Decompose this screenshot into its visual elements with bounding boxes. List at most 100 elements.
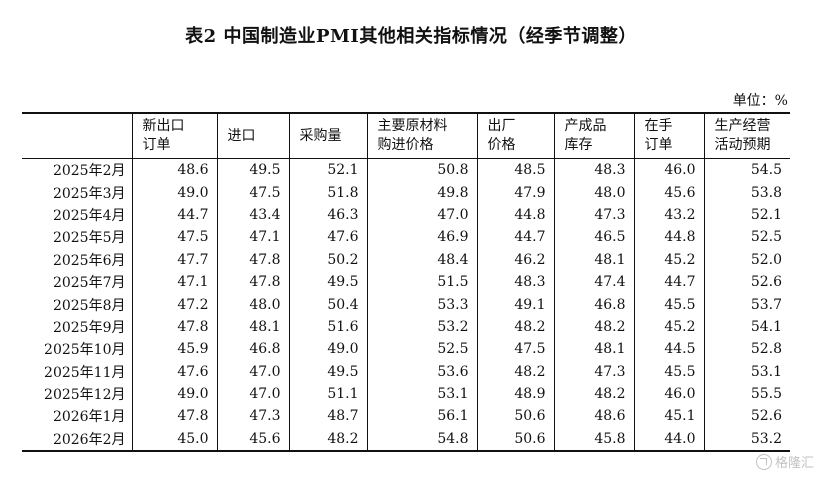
value-cell: 48.2 (553, 382, 634, 406)
table-row: 2026年1月 47.8 47.3 48.7 56.1 50.6 48.6 45.1 52.6 (22, 405, 790, 428)
month-cell: 2025年2月 (52, 163, 126, 180)
month-cell: 2025年3月 (52, 185, 126, 202)
value-cell: 49.5 (216, 158, 289, 182)
header-cell: 新出口 订单 (131, 113, 217, 159)
watermark-logo-icon (755, 453, 772, 470)
value-cell: 53.2 (366, 315, 477, 339)
value-cell: 48.7 (288, 405, 367, 428)
value-cell: 47.8 (216, 248, 289, 271)
header-line-1: 主要原材料 (377, 118, 448, 134)
table-title: 表2 中国制造业PMI其他相关指标情况（经季节调整） (185, 26, 637, 47)
value-cell: 47.2 (131, 293, 217, 316)
month-cell: 2025年7月 (52, 275, 126, 292)
value-cell: 46.3 (288, 203, 367, 227)
value-cell: 48.2 (288, 427, 367, 452)
header-line-2: 订单 (644, 137, 673, 153)
value-cell: 44.8 (633, 226, 704, 249)
value-cell: 45.1 (633, 405, 704, 428)
value-cell: 54.5 (703, 158, 790, 182)
value-cell: 52.6 (703, 405, 790, 428)
value-cell: 49.8 (366, 181, 477, 204)
value-cell: 43.4 (216, 203, 289, 227)
value-cell: 53.1 (703, 360, 790, 383)
value-cell: 47.0 (216, 360, 289, 383)
value-cell: 47.7 (131, 248, 217, 271)
value-cell: 47.9 (476, 181, 554, 204)
table-row: 2026年2月 45.0 45.6 48.2 54.8 50.6 45.8 44.0 53.2 (22, 427, 790, 452)
value-cell: 45.6 (216, 427, 289, 452)
month-cell: 2026年1月 (52, 409, 126, 426)
value-cell: 55.5 (703, 382, 790, 406)
value-cell: 47.1 (216, 226, 289, 249)
value-cell: 48.0 (553, 181, 634, 204)
value-cell: 47.6 (288, 226, 367, 249)
value-cell: 48.3 (553, 158, 634, 182)
value-cell: 46.9 (366, 226, 477, 249)
value-cell: 51.6 (288, 315, 367, 339)
month-cell: 2025年6月 (52, 252, 126, 269)
value-cell: 46.2 (476, 248, 554, 271)
header-line-1: 新出口 (142, 118, 185, 134)
value-cell: 45.2 (633, 248, 704, 271)
value-cell: 44.7 (476, 226, 554, 249)
header-line-2: 价格 (487, 137, 516, 153)
value-cell: 52.1 (288, 158, 367, 182)
month-cell: 2025年12月 (44, 387, 126, 404)
month-cell: 2025年9月 (52, 319, 126, 336)
value-cell: 44.0 (633, 427, 704, 452)
header-line-1: 在手 (644, 118, 673, 134)
value-cell: 50.4 (288, 293, 367, 316)
value-cell: 49.0 (288, 338, 367, 361)
value-cell: 47.6 (131, 360, 217, 383)
value-cell: 47.8 (216, 270, 289, 294)
unit-label: 单位：% (732, 93, 788, 109)
value-cell: 49.5 (288, 270, 367, 294)
value-cell: 49.0 (131, 181, 217, 204)
table-row: 2025年4月 44.7 43.4 46.3 47.0 44.8 47.3 43.2 52.1 (22, 203, 790, 227)
value-cell: 46.8 (216, 338, 289, 361)
value-cell: 48.1 (553, 338, 634, 361)
table-row: 2025年5月 47.5 47.1 47.6 46.9 44.7 46.5 44.8 52.5 (22, 226, 790, 249)
month-cell: 2025年11月 (44, 364, 126, 381)
value-cell: 46.0 (633, 382, 704, 406)
value-cell: 52.1 (703, 203, 790, 227)
value-cell: 45.0 (131, 427, 217, 452)
value-cell: 47.5 (216, 181, 289, 204)
header-row: 新出口 订单 进口 采购量 主要原材料 购进价格 出厂 价格 产成品 库存 在手 订单 生产经营 活动预期 (22, 113, 790, 159)
value-cell: 51.8 (288, 181, 367, 204)
value-cell: 47.1 (131, 270, 217, 294)
table-row: 2025年10月 45.9 46.8 49.0 52.5 47.5 48.1 44.5 52.8 (22, 338, 790, 361)
header-line-1: 进口 (227, 127, 256, 144)
pmi-table: 新出口 订单 进口 采购量 主要原材料 购进价格 出厂 价格 产成品 库存 在手 订单 生产经营 活动预期… (22, 112, 790, 452)
month-cell: 2025年8月 (52, 297, 126, 314)
value-cell: 48.0 (216, 293, 289, 316)
table-row: 2025年6月 47.7 47.8 50.2 48.4 46.2 48.1 45.2 52.0 (22, 248, 790, 271)
value-cell: 46.8 (553, 293, 634, 316)
value-cell: 52.6 (703, 270, 790, 294)
value-cell: 47.3 (553, 203, 634, 227)
value-cell: 50.2 (288, 248, 367, 271)
value-cell: 49.0 (131, 382, 217, 406)
header-cell: 进口 (216, 113, 289, 159)
value-cell: 47.4 (553, 270, 634, 294)
value-cell: 48.1 (553, 248, 634, 271)
value-cell: 48.2 (476, 315, 554, 339)
value-cell: 47.3 (216, 405, 289, 428)
table-body: 2025年2月 48.6 49.5 52.1 50.8 48.5 48.3 46.0 54.5 2… (22, 158, 790, 452)
value-cell: 45.8 (553, 427, 634, 452)
header-cell: 出厂 价格 (476, 113, 554, 159)
watermark-text: 格隆汇 (774, 456, 814, 471)
table-row: 2025年9月 47.8 48.1 51.6 53.2 48.2 48.2 45.2 54.1 (22, 315, 790, 339)
value-cell: 47.0 (366, 203, 477, 227)
value-cell: 50.6 (476, 427, 554, 452)
table-row: 2025年3月 49.0 47.5 51.8 49.8 47.9 48.0 45.6 53.8 (22, 181, 790, 204)
value-cell: 53.7 (703, 293, 790, 316)
header-line-1: 出厂 (487, 118, 516, 134)
value-cell: 48.6 (131, 158, 217, 182)
value-cell: 50.8 (366, 158, 477, 182)
value-cell: 47.0 (216, 382, 289, 406)
value-cell: 44.5 (633, 338, 704, 361)
value-cell: 48.2 (553, 315, 634, 339)
header-line-2: 订单 (142, 137, 171, 153)
value-cell: 50.6 (476, 405, 554, 428)
